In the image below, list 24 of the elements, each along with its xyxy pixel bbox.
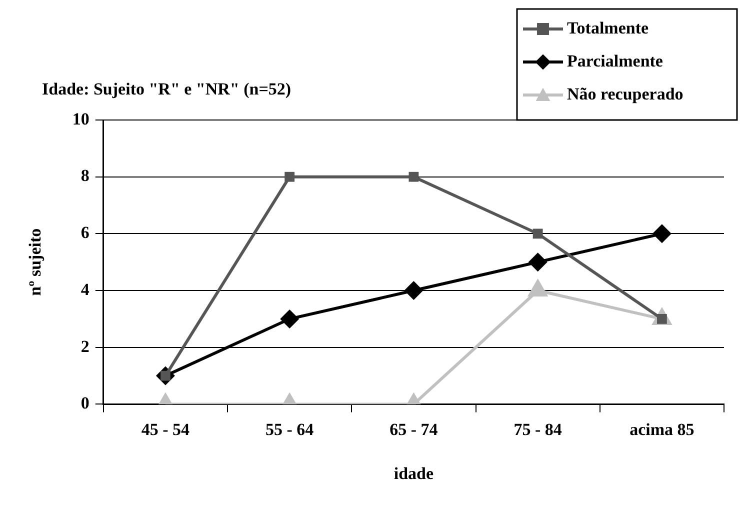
x-tick-label: 65 - 74 (390, 420, 438, 439)
point (284, 172, 295, 182)
point (408, 172, 419, 182)
x-tick-label: acima 85 (630, 420, 694, 439)
point (280, 309, 300, 328)
chart-title: Idade: Sujeito "R" e "NR" (n=52) (42, 79, 292, 98)
y-tick-label: 8 (80, 166, 90, 186)
point (652, 224, 672, 244)
x-tick-label: 75 - 84 (514, 420, 562, 439)
point (528, 252, 548, 272)
x-axis-title: idade (394, 464, 434, 484)
legend-label: Totalmente (567, 18, 649, 38)
point (532, 228, 543, 239)
y-tick-label: 10 (72, 109, 90, 128)
y-tick-label: 2 (80, 336, 90, 356)
y-tick-label: 0 (80, 394, 90, 413)
x-tick-label: 45 - 54 (141, 420, 190, 439)
y-tick-label: 4 (80, 280, 90, 299)
point (404, 281, 424, 300)
y-axis-title: nº sujeito (26, 228, 45, 296)
y-tick-label: 6 (80, 223, 90, 242)
legend-label: Não recuperado (567, 84, 684, 104)
x-tick-label: 55 - 64 (265, 420, 314, 439)
legend-label: Parcialmente (567, 51, 664, 70)
